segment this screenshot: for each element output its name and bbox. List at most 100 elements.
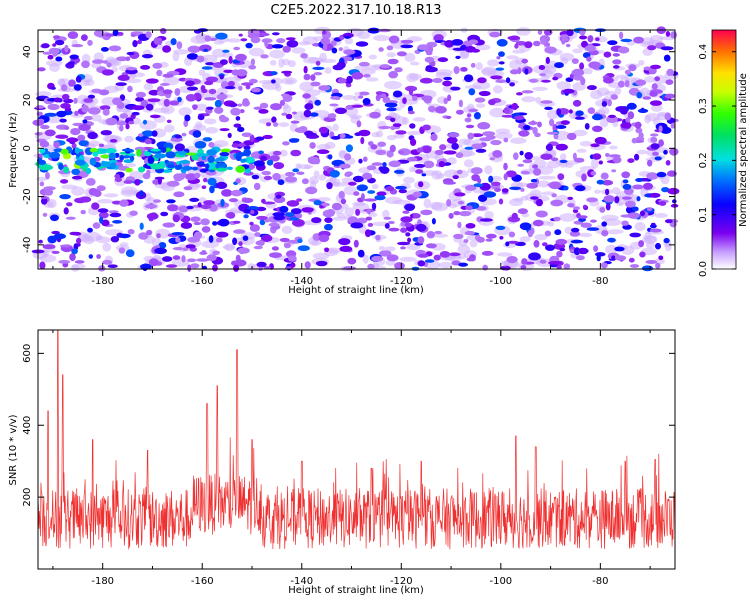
heatmap-cell bbox=[595, 37, 600, 41]
heatmap-cell bbox=[645, 241, 655, 249]
colorbar-gradient bbox=[711, 29, 737, 270]
heatmap-cell bbox=[537, 29, 543, 35]
heatmap-cell bbox=[351, 104, 364, 108]
heatmap-cell bbox=[299, 81, 314, 92]
heatmap-cell bbox=[365, 216, 372, 221]
heatmap-cell bbox=[109, 159, 118, 164]
heatmap-cell bbox=[650, 143, 660, 150]
heatmap-cell bbox=[344, 135, 354, 139]
heatmap-cell bbox=[262, 201, 276, 205]
heatmap-cell bbox=[43, 188, 54, 196]
heatmap-cell bbox=[185, 80, 195, 87]
heatmap-cell bbox=[279, 149, 288, 157]
heatmap-cell bbox=[240, 158, 246, 163]
heatmap-cell bbox=[248, 65, 257, 70]
heatmap-cell bbox=[109, 139, 118, 143]
y-tick-label: -40 bbox=[22, 237, 33, 253]
heatmap-cell bbox=[42, 244, 56, 250]
heatmap-cell bbox=[75, 148, 84, 153]
heatmap-cell bbox=[118, 247, 126, 254]
heatmap-cell bbox=[249, 134, 255, 143]
heatmap-cell bbox=[84, 115, 93, 121]
heatmap-cell bbox=[228, 198, 239, 203]
heatmap-cell bbox=[283, 242, 291, 249]
heatmap-cell bbox=[376, 191, 387, 196]
heatmap-y-label: Frequency (Hz) bbox=[8, 112, 19, 188]
heatmap-cell bbox=[208, 235, 214, 243]
heatmap-cell bbox=[115, 120, 128, 126]
heatmap-cell bbox=[53, 141, 60, 149]
heatmap-cell bbox=[100, 130, 113, 136]
heatmap-cell bbox=[586, 85, 597, 91]
heatmap-cell bbox=[176, 41, 183, 50]
heatmap-cell bbox=[81, 60, 90, 69]
heatmap-cell bbox=[582, 204, 588, 209]
heatmap-cell bbox=[147, 98, 161, 103]
heatmap-cell bbox=[629, 232, 641, 238]
heatmap-cell bbox=[621, 220, 629, 226]
heatmap-cell bbox=[457, 200, 465, 205]
colorbar-tick-label: 0.4 bbox=[698, 44, 709, 60]
heatmap-cell bbox=[166, 119, 172, 124]
heatmap-cell bbox=[68, 79, 76, 87]
heatmap-cell bbox=[402, 210, 410, 214]
heatmap-cell bbox=[181, 132, 187, 137]
heatmap-cell bbox=[71, 263, 86, 269]
heatmap-cell bbox=[71, 151, 76, 156]
heatmap-cell bbox=[469, 240, 478, 248]
heatmap-cell bbox=[519, 150, 524, 156]
heatmap-cell bbox=[404, 203, 416, 211]
heatmap-cell bbox=[251, 174, 260, 180]
heatmap-cell bbox=[137, 39, 142, 45]
heatmap-cell bbox=[433, 254, 441, 261]
heatmap-cell bbox=[397, 241, 410, 246]
heatmap-cell bbox=[532, 164, 539, 169]
heatmap-cell bbox=[366, 77, 379, 82]
heatmap-cell bbox=[354, 65, 369, 71]
heatmap-cell bbox=[162, 256, 173, 262]
heatmap-cell bbox=[509, 59, 522, 70]
heatmap-cell bbox=[658, 255, 664, 261]
heatmap-cell bbox=[609, 145, 618, 150]
heatmap-cell bbox=[643, 182, 653, 190]
heatmap-cell bbox=[51, 230, 60, 235]
heatmap-cell bbox=[467, 132, 475, 140]
heatmap-cell bbox=[538, 175, 557, 180]
heatmap-cell bbox=[150, 163, 162, 170]
heatmap-cell bbox=[560, 34, 569, 38]
heatmap-cell bbox=[649, 192, 661, 198]
heatmap-cell bbox=[253, 245, 263, 250]
heatmap-cell bbox=[281, 70, 293, 74]
heatmap-cell bbox=[128, 105, 133, 110]
heatmap-cell bbox=[47, 54, 54, 60]
heatmap-cell bbox=[636, 91, 643, 99]
heatmap-cell bbox=[67, 31, 79, 39]
heatmap-cell bbox=[247, 206, 259, 211]
heatmap-cell bbox=[303, 164, 311, 170]
heatmap-cell bbox=[457, 221, 462, 229]
heatmap-cell bbox=[271, 246, 279, 251]
heatmap-cell bbox=[212, 250, 221, 255]
heatmap-cell bbox=[650, 103, 663, 112]
heatmap-cell bbox=[193, 221, 201, 226]
heatmap-cell bbox=[279, 205, 289, 213]
heatmap-cell bbox=[410, 61, 420, 66]
heatmap-cell bbox=[69, 253, 76, 262]
heatmap-cell bbox=[458, 262, 468, 267]
heatmap-cell bbox=[363, 198, 377, 202]
heatmap-cell bbox=[241, 197, 254, 204]
heatmap-cell bbox=[219, 128, 230, 132]
heatmap-cell bbox=[96, 185, 106, 192]
heatmap-cell bbox=[88, 254, 94, 259]
heatmap-cell bbox=[475, 148, 487, 153]
heatmap-cell bbox=[173, 191, 185, 198]
heatmap-cell bbox=[248, 47, 265, 57]
heatmap-cell bbox=[425, 66, 438, 73]
heatmap-cell bbox=[375, 94, 381, 102]
heatmap-cell bbox=[206, 106, 214, 110]
heatmap-cell bbox=[281, 77, 298, 85]
heatmap-cell bbox=[453, 211, 461, 216]
heatmap-cell bbox=[233, 229, 246, 234]
heatmap-cell bbox=[98, 143, 105, 148]
heatmap-cell bbox=[622, 194, 641, 204]
